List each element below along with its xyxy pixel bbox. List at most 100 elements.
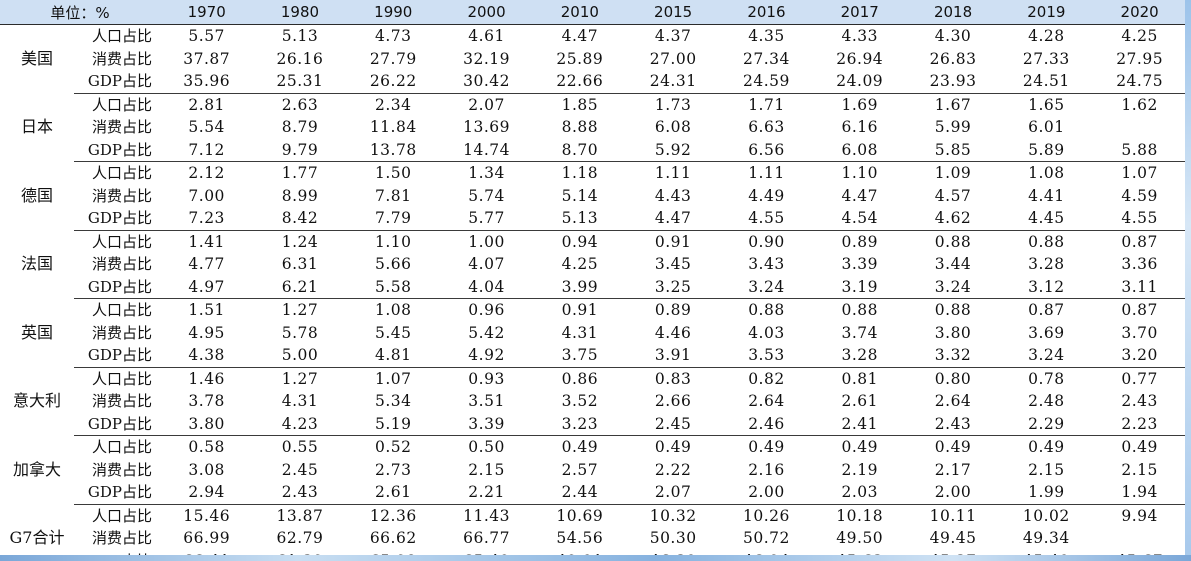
value-cell: 1.10	[375, 232, 412, 251]
metric-label: 人口占比	[92, 438, 153, 457]
value-cell: 3.99	[533, 275, 627, 299]
value-cell: 1.07	[1121, 164, 1158, 183]
value-cell: 1.50	[375, 164, 412, 183]
value-cell: 49.34	[1022, 529, 1070, 548]
value-cell: 4.49	[748, 186, 785, 205]
year-header: 2020	[1092, 0, 1187, 25]
value-cell: 10.18	[836, 506, 884, 525]
year-header: 2017	[813, 0, 907, 25]
value-cell: 1.85	[561, 95, 599, 114]
value-cell: 4.30	[934, 27, 972, 46]
value-cell: 8.79	[281, 118, 319, 137]
value-cell: 3.53	[719, 344, 814, 368]
value-cell: 0.78	[1028, 369, 1065, 388]
value-cell: 0.90	[748, 232, 785, 251]
value-cell: 0.49	[561, 438, 599, 457]
table-row: 消费占比 4.77 6.31 5.66 4.07 4.25 3.45 3.43 3.39 3.44…	[0, 253, 1186, 276]
value-cell: 5.99	[934, 118, 972, 137]
value-cell: 2.63	[281, 95, 319, 114]
value-cell: 1.09	[934, 164, 972, 183]
metric-label: 消费占比	[92, 529, 153, 548]
value-cell: 1.00	[468, 232, 505, 251]
value-cell: 0.49	[1121, 438, 1158, 457]
value-cell: 5.92	[626, 138, 720, 162]
value-cell: 3.28	[813, 344, 907, 368]
metric-label: 消费占比	[92, 392, 153, 411]
value-cell: 1.69	[841, 95, 878, 114]
value-cell: 0.91	[561, 301, 599, 320]
table-row: 消费占比 4.95 5.78 5.45 5.42 4.31 4.46 4.03 3.74 3.80…	[0, 322, 1186, 345]
value-cell: 0.80	[934, 369, 972, 388]
value-cell: 24.75	[1092, 70, 1187, 94]
value-cell: 13.69	[463, 118, 510, 137]
value-cell: 27.95	[1116, 49, 1164, 68]
value-cell: 15.46	[183, 506, 231, 525]
value-cell: 49.45	[929, 529, 977, 548]
value-cell: 2.44	[533, 481, 627, 505]
value-cell: 5.13	[281, 27, 319, 46]
value-cell: 2.81	[188, 95, 225, 114]
value-cell: 6.08	[654, 118, 692, 137]
value-cell: 2.22	[654, 460, 692, 479]
country-name: 意大利	[12, 391, 61, 411]
value-cell: 50.30	[649, 529, 697, 548]
value-cell: 4.25	[1121, 27, 1158, 46]
value-cell: 2.64	[748, 392, 785, 411]
value-cell: 3.51	[468, 392, 505, 411]
value-cell: 0.50	[468, 438, 505, 457]
table-row: 德国 人口占比 2.12 1.77 1.50 1.34 1.18 1.11 1.11 1.10 1.…	[0, 162, 1186, 205]
value-cell: 6.63	[748, 118, 785, 137]
value-cell: 35.96	[160, 70, 254, 94]
value-cell: 3.32	[906, 344, 1000, 368]
value-cell: 0.58	[188, 438, 225, 457]
value-cell: 26.22	[346, 70, 440, 94]
value-cell: 3.23	[533, 412, 627, 436]
value-cell: 13.87	[276, 506, 324, 525]
value-cell: 3.28	[1028, 255, 1065, 274]
value-cell: 24.59	[719, 70, 814, 94]
value-cell: 3.44	[934, 255, 972, 274]
value-cell: 1.11	[748, 164, 785, 183]
value-cell: 0.88	[748, 301, 785, 320]
value-cell: 6.16	[841, 118, 878, 137]
metric-label: 消费占比	[92, 118, 153, 137]
header-row: 单位：% 1970 1980 1990 2000 2010 2015 2016 2017 201…	[0, 0, 1187, 25]
country-name: 日本	[20, 117, 53, 137]
year-header: 2000	[439, 0, 534, 25]
value-cell: 0.88	[841, 301, 878, 320]
value-cell: 4.54	[813, 207, 907, 231]
value-cell: 27.79	[369, 49, 417, 68]
value-cell: 3.69	[1028, 323, 1065, 342]
value-cell: 2.07	[468, 95, 505, 114]
value-cell: 1.73	[654, 95, 692, 114]
value-cell: 24.09	[813, 70, 907, 94]
value-cell: 3.78	[188, 392, 225, 411]
country-group: 法国 人口占比 1.41 1.24 1.10 1.00 0.94 0.91 0.90 0.89 0.…	[0, 230, 1187, 299]
table-row: 英国 人口占比 1.51 1.27 1.08 0.96 0.91 0.89 0.88 0.88 0.…	[0, 299, 1186, 342]
metric-label: GDP占比	[74, 344, 161, 368]
table-row: GDP占比 2.94 2.43 2.61 2.21 2.44 2.07 2.00 2.03 2.0…	[0, 481, 1187, 505]
unit-label: 单位：%	[0, 0, 161, 25]
value-cell: 0.55	[281, 438, 319, 457]
value-cell: 0.88	[934, 232, 972, 251]
country-name: 德国	[20, 185, 53, 205]
value-cell: 4.61	[468, 27, 505, 46]
value-cell: 2.45	[626, 412, 720, 436]
value-cell: 5.54	[188, 118, 225, 137]
country-name: 美国	[20, 49, 53, 68]
value-cell: 24.51	[999, 70, 1093, 94]
value-cell: 66.99	[183, 529, 231, 548]
value-cell: 4.47	[561, 27, 599, 46]
value-cell: 2.21	[439, 481, 534, 505]
country-name: G7合计	[9, 528, 65, 547]
value-cell: 2.16	[748, 460, 785, 479]
value-cell: 4.31	[561, 323, 599, 342]
value-cell: 2.17	[934, 460, 972, 479]
table-row: 美国 人口占比 5.57 5.13 4.73 4.61 4.47 4.37 4.35 4.33 4.…	[0, 25, 1186, 68]
value-cell: 37.87	[183, 49, 231, 68]
value-cell: 5.42	[468, 323, 505, 342]
value-cell: 2.23	[1092, 412, 1187, 436]
value-cell: 4.46	[654, 323, 692, 342]
